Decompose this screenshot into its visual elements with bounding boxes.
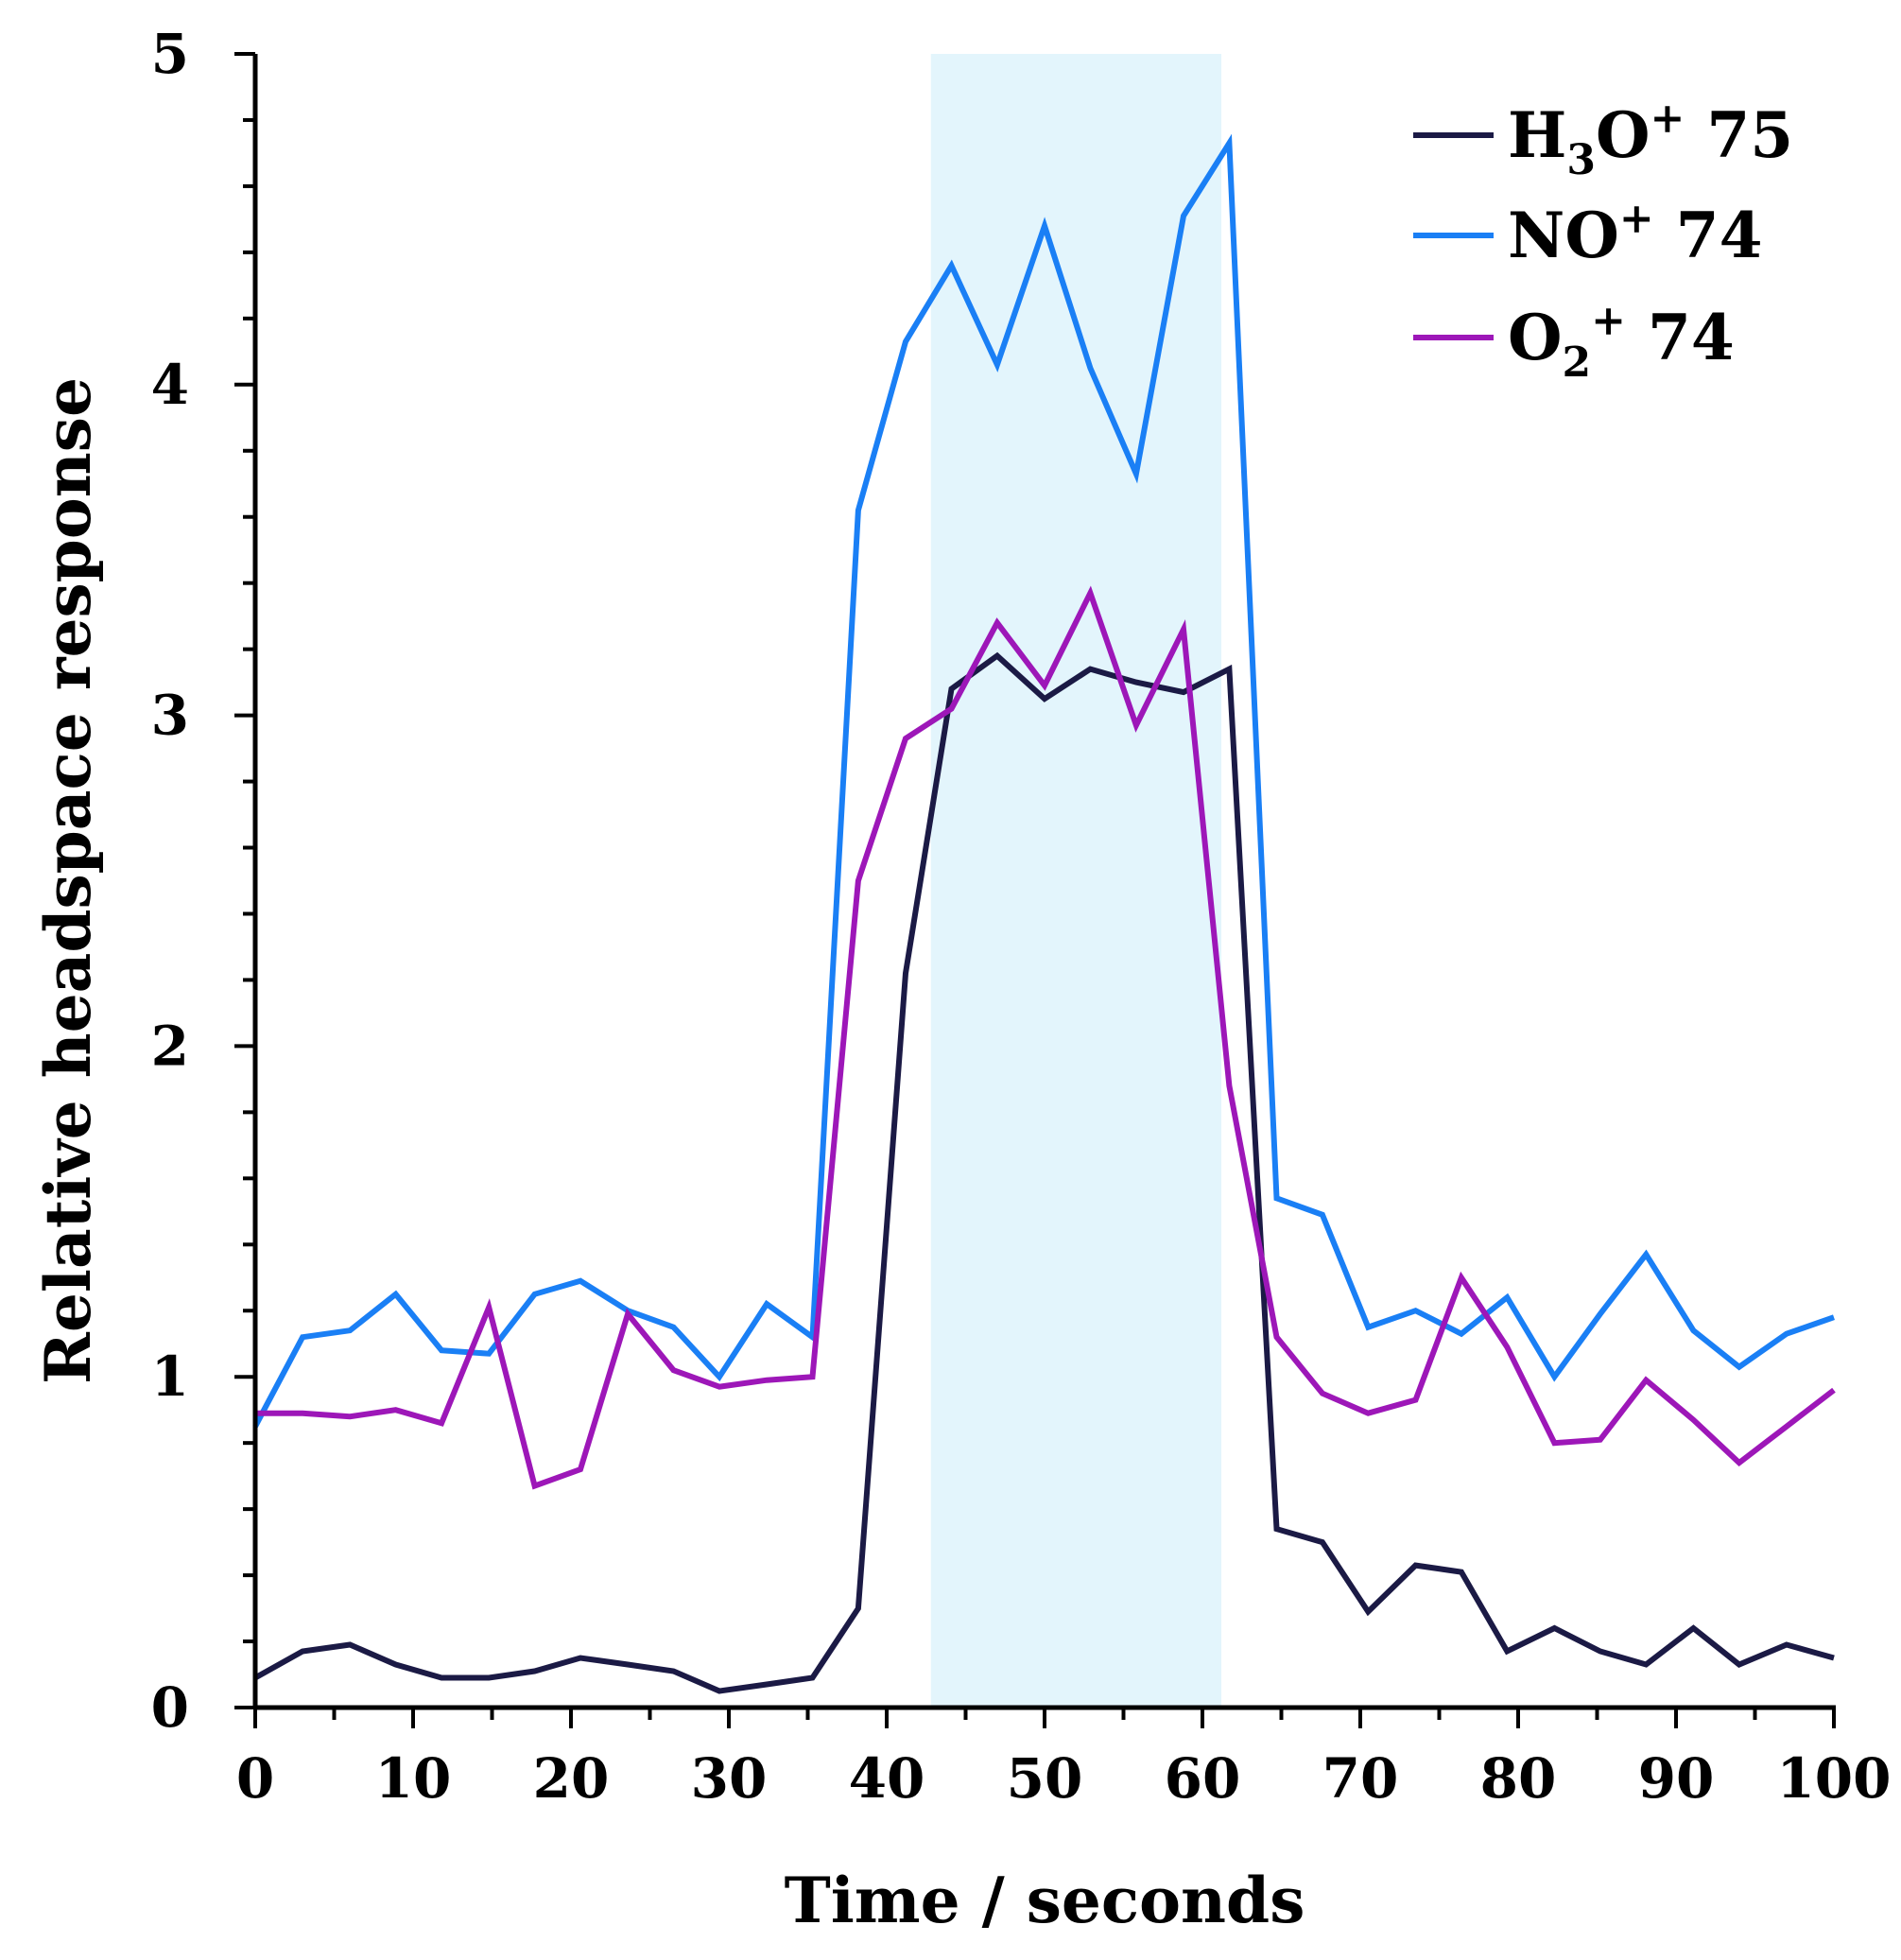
x-tick-label: 10 bbox=[375, 1746, 452, 1811]
series-line-1 bbox=[253, 651, 1835, 1694]
x-tick-label: 20 bbox=[533, 1746, 610, 1811]
highlight-region bbox=[930, 54, 1222, 1708]
x-axis-title: Time / seconds bbox=[785, 1864, 1305, 1937]
y-tick-label: 0 bbox=[151, 1675, 189, 1740]
x-tick-label: 80 bbox=[1480, 1746, 1557, 1811]
y-tick-label: 1 bbox=[151, 1344, 189, 1409]
x-tick-label: 60 bbox=[1165, 1746, 1241, 1811]
series-layer bbox=[252, 133, 1836, 1694]
tick-marks bbox=[234, 52, 1836, 1728]
x-tick-label: 100 bbox=[1776, 1746, 1891, 1811]
x-tick-label: 40 bbox=[849, 1746, 925, 1811]
legend-label-2: NO+ 74 bbox=[1508, 195, 1763, 272]
y-tick-label: 3 bbox=[151, 684, 189, 748]
legend-label-1: H3O+ 75 bbox=[1508, 95, 1793, 184]
y-tick-label: 5 bbox=[151, 22, 189, 86]
y-tick-label: 4 bbox=[151, 353, 189, 417]
x-tick-label: 90 bbox=[1638, 1746, 1715, 1811]
legend-label-3: O2+ 74 bbox=[1508, 297, 1735, 387]
legend: H3O+ 75 NO+ 74 O2+ 74 bbox=[1413, 95, 1793, 387]
x-tick-label: 70 bbox=[1322, 1746, 1399, 1811]
x-tick-label: 50 bbox=[1007, 1746, 1083, 1811]
x-tick-label: 0 bbox=[236, 1746, 274, 1811]
y-axis-title: Relative headspace response bbox=[31, 377, 105, 1384]
y-tick-label: 2 bbox=[151, 1014, 189, 1078]
series-line-2 bbox=[252, 133, 1835, 1429]
series-line-3 bbox=[255, 585, 1836, 1490]
x-tick-label: 30 bbox=[691, 1746, 768, 1811]
